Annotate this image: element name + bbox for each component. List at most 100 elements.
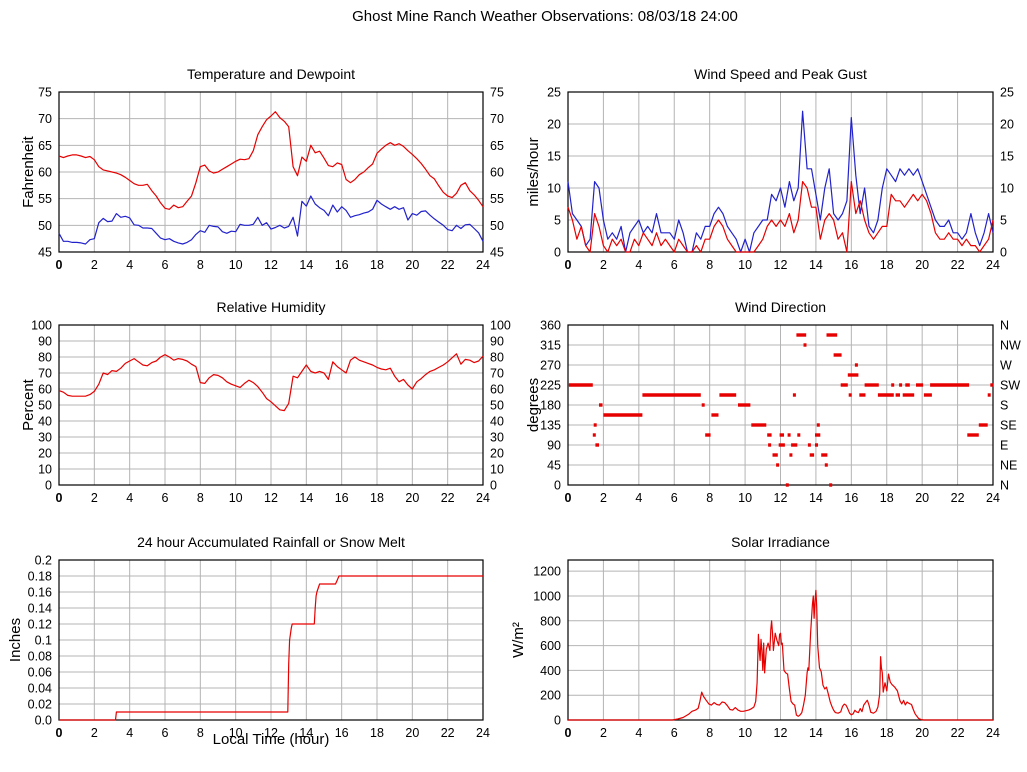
- svg-text:NW: NW: [1000, 339, 1021, 353]
- svg-text:12: 12: [774, 491, 788, 505]
- svg-text:14: 14: [299, 491, 313, 505]
- svg-text:2: 2: [600, 258, 607, 272]
- svg-text:12: 12: [264, 726, 278, 740]
- svg-text:55: 55: [38, 192, 52, 206]
- svg-text:16: 16: [844, 258, 858, 272]
- svg-text:20: 20: [915, 726, 929, 740]
- svg-text:80: 80: [38, 351, 52, 365]
- svg-text:12: 12: [774, 258, 788, 272]
- svg-text:40: 40: [490, 415, 504, 429]
- svg-text:2: 2: [91, 491, 98, 505]
- svg-text:4: 4: [635, 491, 642, 505]
- svg-text:15: 15: [547, 150, 561, 164]
- svg-text:0: 0: [565, 726, 572, 740]
- svg-text:40: 40: [38, 415, 52, 429]
- svg-text:45: 45: [547, 459, 561, 473]
- svg-text:24: 24: [986, 491, 1000, 505]
- svg-text:20: 20: [1000, 118, 1014, 132]
- svg-text:225: 225: [540, 379, 561, 393]
- svg-text:NE: NE: [1000, 459, 1017, 473]
- svg-text:45: 45: [490, 246, 504, 260]
- svg-text:65: 65: [490, 139, 504, 153]
- svg-text:14: 14: [809, 258, 823, 272]
- svg-text:18: 18: [880, 726, 894, 740]
- panel-wind-direction: Wind Direction 0 2 4 6 8 10 12 14 16 18 20 22 24 0 45 9…: [508, 293, 1027, 519]
- svg-text:20: 20: [490, 447, 504, 461]
- svg-text:50: 50: [490, 219, 504, 233]
- chart-title-temperature-dewpoint: Temperature and Dewpoint: [186, 66, 356, 82]
- svg-text:315: 315: [540, 339, 561, 353]
- svg-text:6: 6: [671, 726, 678, 740]
- svg-text:0: 0: [565, 491, 572, 505]
- svg-text:miles/hour: miles/hour: [525, 137, 542, 206]
- svg-text:70: 70: [490, 367, 504, 381]
- chart-title-wind-direction: Wind Direction: [734, 299, 827, 315]
- svg-text:18: 18: [370, 258, 384, 272]
- svg-text:8: 8: [197, 491, 204, 505]
- svg-text:8: 8: [706, 726, 713, 740]
- solar-irradiance-chart: 0 2 4 6 8 10 12 14 16 18 20 22 240200400600800100012…: [510, 559, 1000, 740]
- svg-text:135: 135: [540, 419, 561, 433]
- svg-text:5: 5: [1000, 214, 1007, 228]
- svg-text:22: 22: [951, 491, 965, 505]
- svg-text:14: 14: [809, 726, 823, 740]
- svg-text:800: 800: [540, 614, 561, 628]
- panel-wind-speed-gust: Wind Speed and Peak Gust 0 2 4 6 8 10 12 14 16 18…: [508, 60, 1027, 286]
- svg-text:10: 10: [38, 463, 52, 477]
- svg-text:400: 400: [540, 664, 561, 678]
- svg-text:22: 22: [951, 258, 965, 272]
- svg-text:4: 4: [126, 258, 133, 272]
- svg-text:600: 600: [540, 639, 561, 653]
- svg-text:0: 0: [554, 246, 561, 260]
- page-title: Ghost Mine Ranch Weather Observations: 0…: [352, 8, 738, 25]
- svg-text:0.1: 0.1: [35, 634, 52, 648]
- svg-text:6: 6: [162, 726, 169, 740]
- svg-text:60: 60: [38, 166, 52, 180]
- temperature-dewpoint-chart: 0 2 4 6 8 10 12 14 16 18 20 22 244550556065707545505…: [20, 86, 504, 273]
- svg-text:16: 16: [844, 491, 858, 505]
- panel-relative-humidity: Relative Humidity 0 2 4 6 8 10 12 14 16 18 20 22 24 0…: [9, 293, 528, 519]
- svg-text:45: 45: [38, 246, 52, 260]
- svg-text:18: 18: [370, 491, 384, 505]
- svg-text:20: 20: [405, 258, 419, 272]
- svg-text:Percent: Percent: [20, 378, 37, 431]
- svg-text:16: 16: [335, 258, 349, 272]
- svg-text:10: 10: [738, 726, 752, 740]
- svg-text:6: 6: [671, 491, 678, 505]
- svg-text:0: 0: [565, 258, 572, 272]
- wind-speed-gust-chart: 0 2 4 6 8 10 12 14 16 18 20 22 240510152025051015202…: [525, 86, 1014, 273]
- svg-text:50: 50: [490, 399, 504, 413]
- svg-text:24: 24: [476, 491, 490, 505]
- chart-title-rainfall: 24 hour Accumulated Rainfall or Snow Mel…: [137, 534, 405, 550]
- svg-text:18: 18: [880, 258, 894, 272]
- svg-text:Fahrenheit: Fahrenheit: [20, 135, 37, 208]
- svg-text:100: 100: [490, 319, 511, 333]
- chart-title-wind-speed-gust: Wind Speed and Peak Gust: [694, 66, 867, 82]
- svg-text:4: 4: [635, 726, 642, 740]
- svg-text:N: N: [1000, 319, 1009, 333]
- svg-text:SE: SE: [1000, 419, 1017, 433]
- svg-text:2: 2: [600, 491, 607, 505]
- svg-text:180: 180: [540, 399, 561, 413]
- svg-text:Inches: Inches: [9, 618, 24, 662]
- svg-text:20: 20: [547, 118, 561, 132]
- svg-text:10: 10: [547, 182, 561, 196]
- svg-text:25: 25: [1000, 86, 1014, 100]
- svg-text:60: 60: [38, 383, 52, 397]
- svg-text:4: 4: [126, 726, 133, 740]
- svg-text:20: 20: [915, 491, 929, 505]
- svg-text:0: 0: [56, 491, 63, 505]
- svg-text:22: 22: [441, 258, 455, 272]
- relative-humidity-chart: 0 2 4 6 8 10 12 14 16 18 20 22 240102030405060708090…: [20, 319, 511, 506]
- svg-text:0.02: 0.02: [28, 698, 52, 712]
- svg-text:16: 16: [335, 726, 349, 740]
- svg-text:W/m²: W/m²: [510, 622, 527, 658]
- svg-text:0: 0: [56, 258, 63, 272]
- svg-text:6: 6: [162, 491, 169, 505]
- svg-text:16: 16: [335, 491, 349, 505]
- svg-text:0: 0: [1000, 246, 1007, 260]
- svg-text:24: 24: [476, 726, 490, 740]
- svg-text:60: 60: [490, 166, 504, 180]
- svg-text:60: 60: [490, 383, 504, 397]
- svg-text:50: 50: [38, 219, 52, 233]
